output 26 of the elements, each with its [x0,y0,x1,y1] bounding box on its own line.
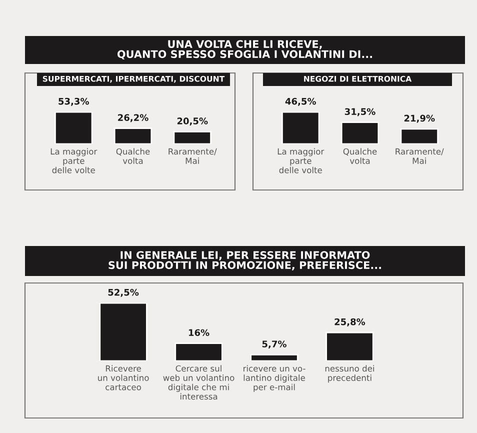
bar [326,332,374,361]
data-label: 21,9% [404,114,435,123]
data-label: 25,8% [334,318,366,326]
bar [99,303,148,361]
x-tick-label: nessuno dei precedenti [325,365,374,383]
data-label: 31,5% [344,108,376,116]
bar [250,354,298,361]
x-tick-label: La maggior parte delle volte [50,148,98,174]
x-tick-label: Ricevere un volantino cartaceo [98,365,149,390]
data-label: 20,5% [177,118,208,126]
data-label: 53,3% [58,98,89,106]
x-tick-label: Qualche volta [116,148,150,164]
data-label: 16% [188,329,210,336]
x-tick-label: La maggior parte delle volte [278,148,324,174]
bar [174,342,223,361]
data-label: 52,5% [108,288,139,297]
x-tick-label: Cercare sul web un volantino digitale che mi interessa [163,365,234,400]
x-tick-label: Raramente/ Mai [396,148,444,164]
data-label: 26,2% [118,114,148,122]
data-label: 5,7% [262,340,286,349]
x-tick-label: ricevere un vo- lantino digitale per e-mail [244,365,306,392]
chart-title: IN GENERALE LEI, PER ESSERE INFORMATO SUI PRODOTTI IN PROMOZIONE, PREFERISCE... [108,251,381,270]
x-tick-label: Qualche volta [343,148,377,164]
data-label: 46,5% [285,98,316,106]
text: UNA VOLTA CHE LI RICEVE, QUANTO SPESSO SFOGLIA I VOLANTINI DI... [117,40,372,60]
x-tick-label: Raramente/ Mai [168,148,217,164]
